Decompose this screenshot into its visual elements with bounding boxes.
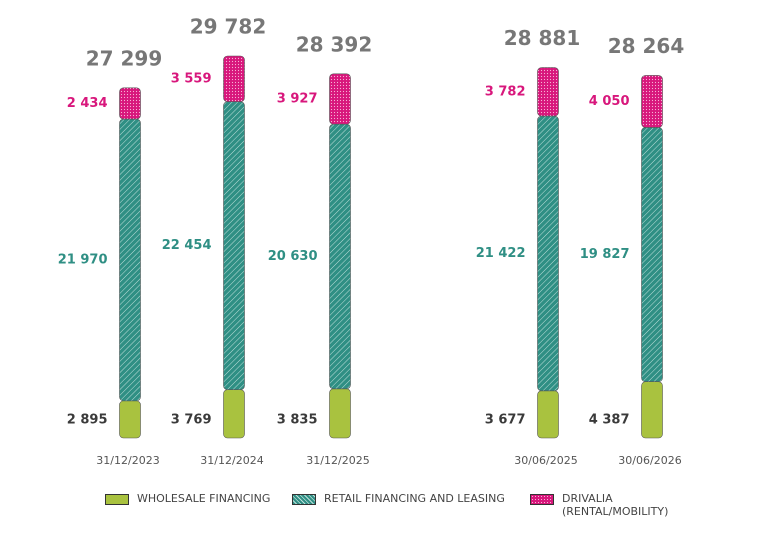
bar-segment [329, 73, 351, 125]
legend-item: DRIVALIA (RENTAL/MOBILITY) [530, 492, 700, 518]
legend-item: WHOLESALE FINANCING [105, 492, 285, 505]
value-label: 21 422 [476, 246, 526, 261]
value-label: 19 827 [580, 247, 630, 262]
legend-swatch [530, 494, 554, 505]
value-label: 3 782 [485, 84, 526, 99]
x-tick-label: 31/12/2025 [306, 454, 369, 467]
value-label: 3 677 [485, 413, 526, 428]
total-label: 28 392 [296, 32, 373, 56]
legend-swatch [105, 494, 129, 505]
total-label: 27 299 [86, 46, 163, 70]
bar-segment [537, 115, 559, 392]
bar-segment [223, 101, 245, 390]
value-label: 4 387 [589, 413, 630, 428]
bar-segment [329, 123, 351, 390]
bar-segment [223, 389, 245, 439]
bar-segment [641, 75, 663, 128]
bar-segment [119, 118, 141, 402]
bar-segment [537, 390, 559, 439]
x-tick-label: 30/06/2025 [514, 454, 577, 467]
value-label: 20 630 [268, 249, 318, 264]
bar-segment [119, 400, 141, 439]
value-label: 4 050 [589, 94, 630, 109]
value-label: 22 454 [162, 238, 212, 253]
chart: 2 895 21 970 2 434 27 299 31/12/2023 3 769 22 … [58, 15, 685, 468]
bar-segment [119, 87, 141, 120]
value-label: 2 895 [67, 413, 108, 428]
value-label: 3 769 [171, 413, 212, 428]
bar-segment [223, 55, 245, 102]
legend-label: RETAIL FINANCING AND LEASING [324, 492, 505, 505]
bar-segment [329, 388, 351, 439]
x-tick-label: 31/12/2023 [96, 454, 159, 467]
bar-segment [641, 381, 663, 439]
value-label: 3 835 [277, 413, 318, 428]
value-label: 3 559 [171, 71, 212, 86]
total-label: 28 881 [504, 26, 581, 50]
value-label: 3 927 [277, 92, 318, 107]
legend-item: RETAIL FINANCING AND LEASING [292, 492, 522, 505]
bar-segment [641, 127, 663, 383]
legend-label: WHOLESALE FINANCING [137, 492, 271, 505]
bar-segment [537, 67, 559, 117]
value-label: 21 970 [58, 252, 108, 267]
legend-swatch [292, 494, 316, 505]
total-label: 29 782 [190, 15, 267, 39]
total-label: 28 264 [608, 34, 685, 58]
value-label: 2 434 [67, 96, 108, 111]
x-tick-label: 30/06/2026 [618, 454, 681, 467]
x-tick-label: 31/12/2024 [200, 454, 263, 467]
legend-label: DRIVALIA (RENTAL/MOBILITY) [562, 492, 669, 518]
